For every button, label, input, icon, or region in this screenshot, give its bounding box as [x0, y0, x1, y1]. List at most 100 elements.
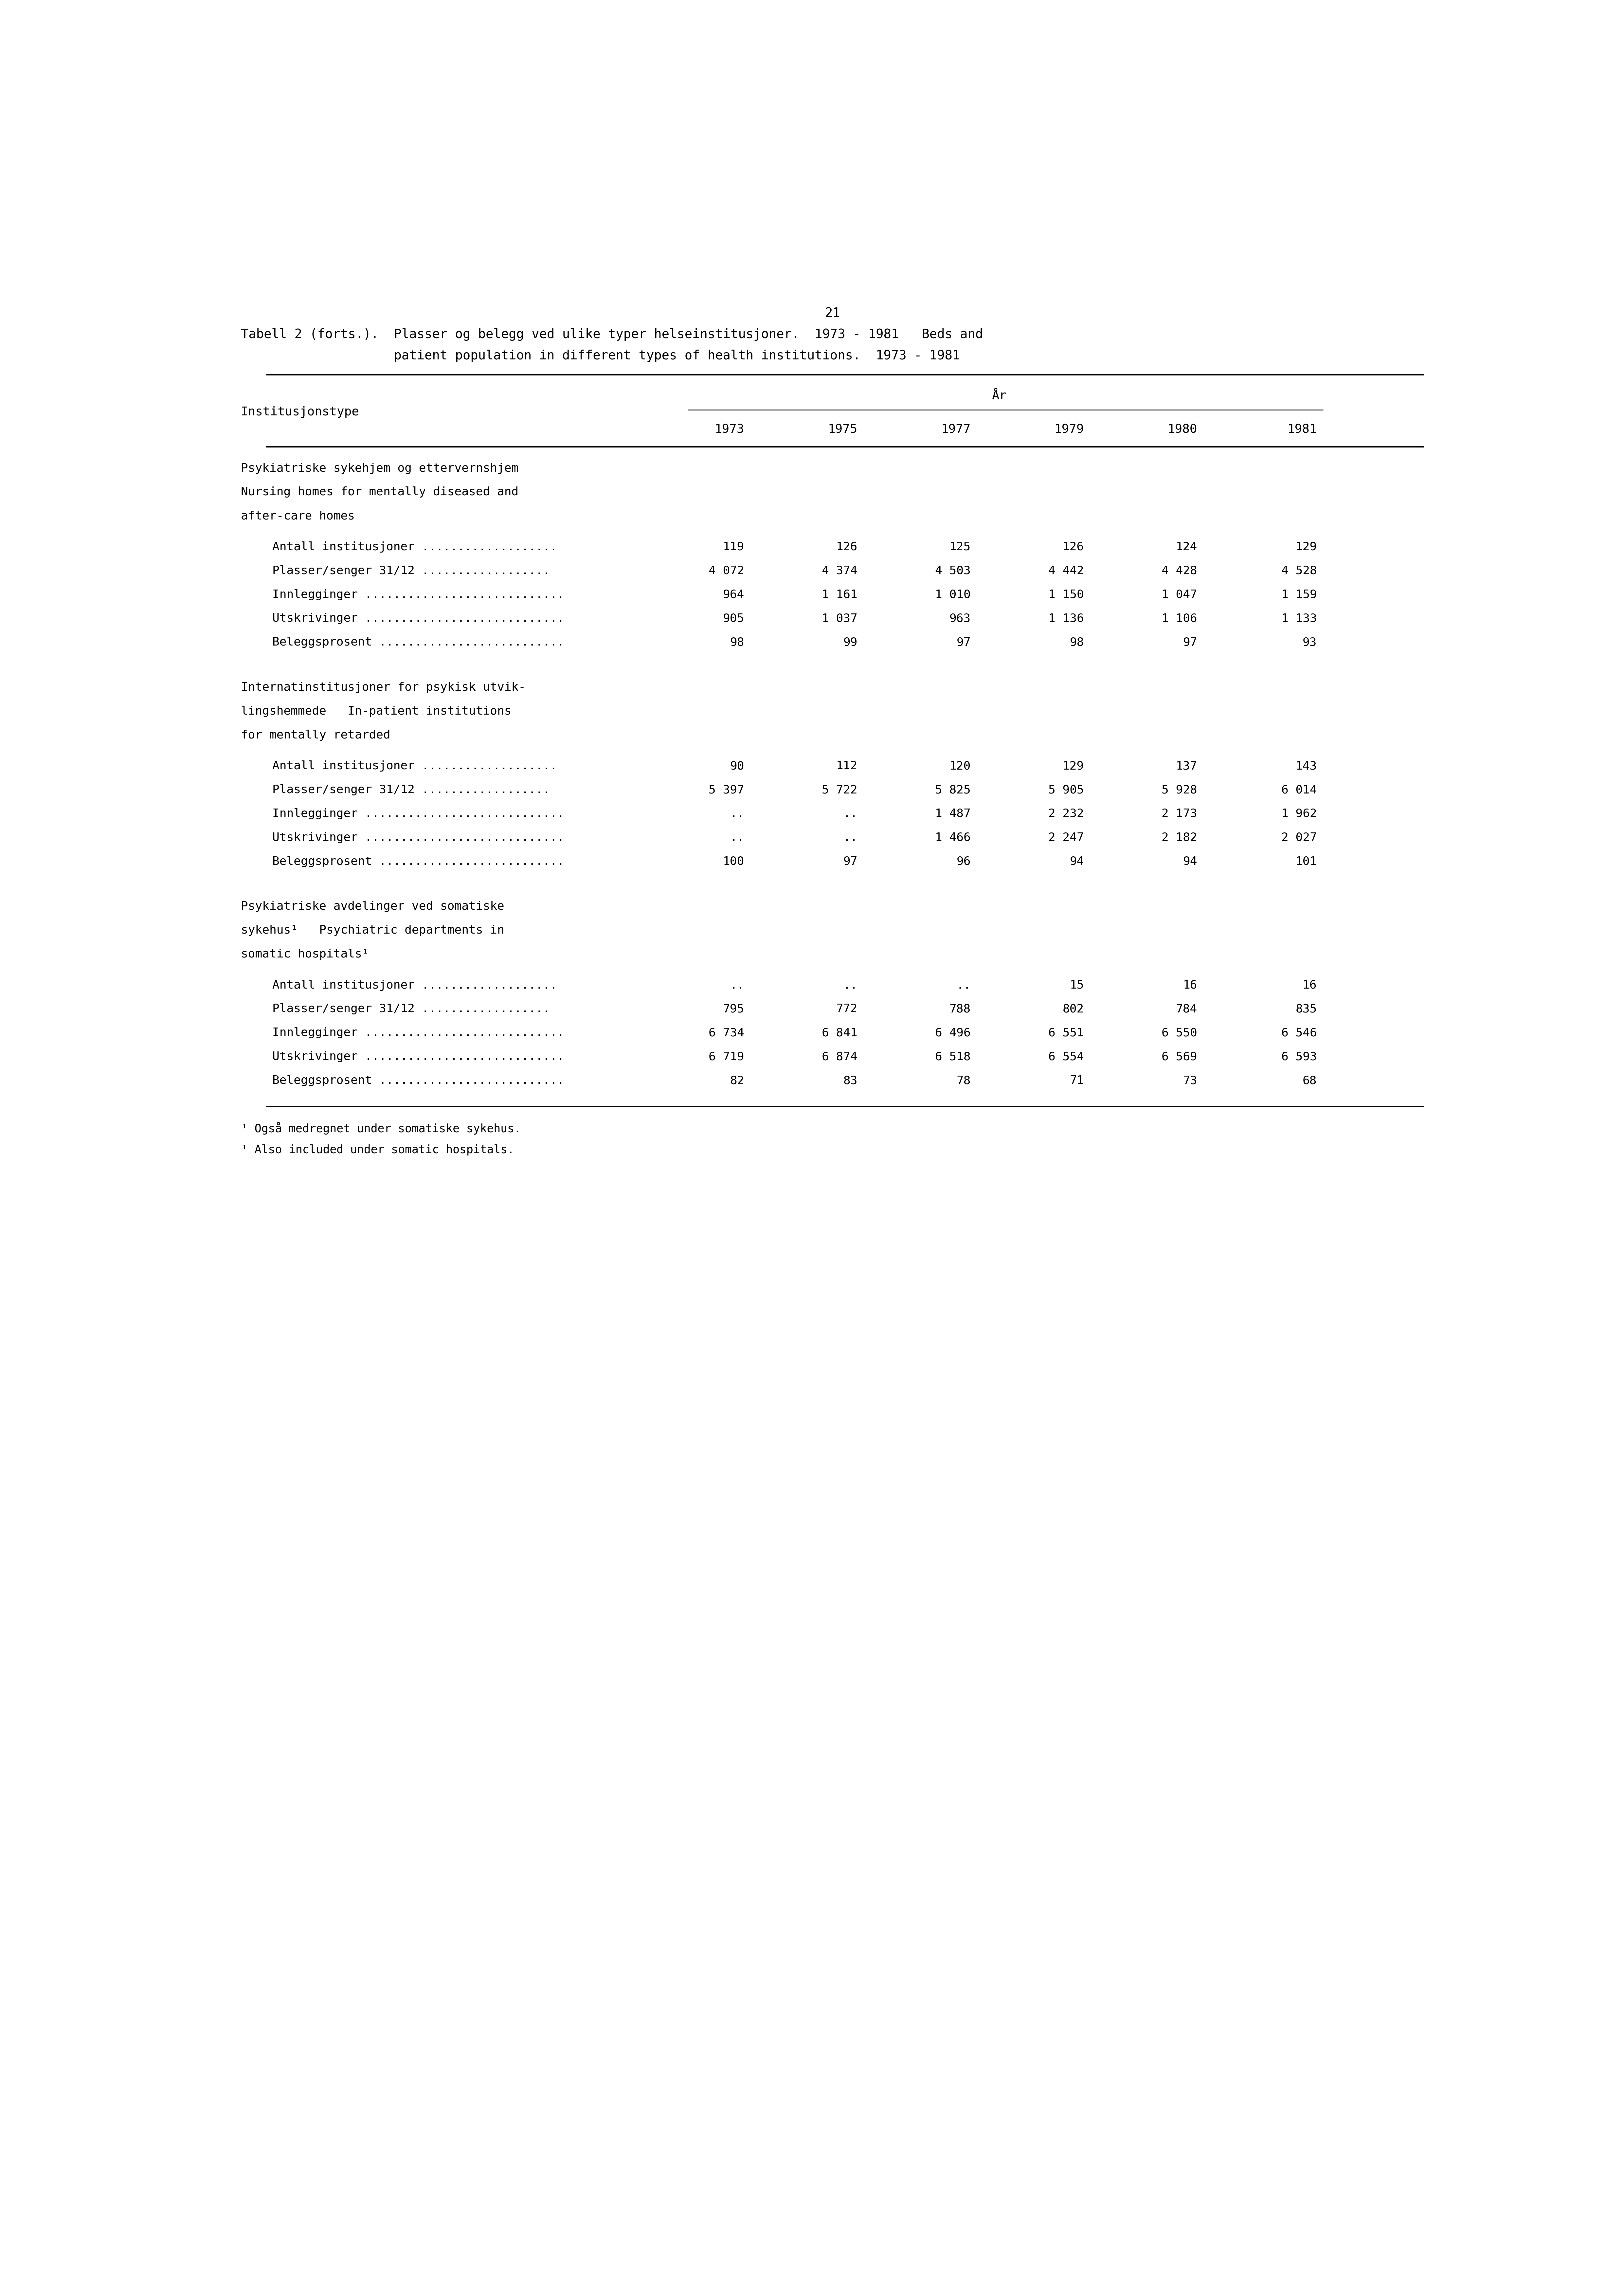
Text: Plasser/senger 31/12 ..................: Plasser/senger 31/12 ..................: [273, 1003, 551, 1014]
Text: somatic hospitals¹: somatic hospitals¹: [240, 948, 369, 959]
Text: 5 825: 5 825: [935, 785, 971, 796]
Text: 802: 802: [1062, 1003, 1085, 1014]
Text: 137: 137: [1176, 760, 1197, 771]
Text: 97: 97: [843, 856, 857, 868]
Text: 94: 94: [1070, 856, 1085, 868]
Text: 119: 119: [723, 542, 744, 553]
Text: 4 528: 4 528: [1281, 565, 1317, 576]
Text: Beleggsprosent ..........................: Beleggsprosent .........................…: [273, 856, 564, 868]
Text: 6 496: 6 496: [935, 1028, 971, 1037]
Text: ..: ..: [729, 833, 744, 842]
Text: 129: 129: [1296, 542, 1317, 553]
Text: Utskrivinger ............................: Utskrivinger ...........................…: [273, 1051, 564, 1063]
Text: Psykiatriske sykehjem og ettervernshjem: Psykiatriske sykehjem og ettervernshjem: [240, 464, 518, 473]
Text: 2 182: 2 182: [1161, 833, 1197, 842]
Text: Utskrivinger ............................: Utskrivinger ...........................…: [273, 613, 564, 624]
Text: 6 014: 6 014: [1281, 785, 1317, 796]
Text: 2 173: 2 173: [1161, 808, 1197, 819]
Text: Antall institusjoner ...................: Antall institusjoner ...................: [273, 760, 557, 771]
Text: 835: 835: [1296, 1003, 1317, 1014]
Text: 124: 124: [1176, 542, 1197, 553]
Text: 90: 90: [729, 760, 744, 771]
Text: 1 037: 1 037: [822, 613, 857, 624]
Text: 6 569: 6 569: [1161, 1051, 1197, 1063]
Text: ..: ..: [843, 980, 857, 991]
Text: 4 503: 4 503: [935, 565, 971, 576]
Text: 98: 98: [1070, 636, 1085, 647]
Text: År: År: [992, 390, 1007, 402]
Text: 83: 83: [843, 1074, 857, 1086]
Text: 1 466: 1 466: [935, 833, 971, 842]
Text: Internatinstitusjoner for psykisk utvik-: Internatinstitusjoner for psykisk utvik-: [240, 682, 526, 693]
Text: ..: ..: [957, 980, 971, 991]
Text: 126: 126: [836, 542, 857, 553]
Text: 1 133: 1 133: [1281, 613, 1317, 624]
Text: 82: 82: [729, 1074, 744, 1086]
Text: 120: 120: [950, 760, 971, 771]
Text: ..: ..: [729, 808, 744, 819]
Text: 96: 96: [957, 856, 971, 868]
Text: Utskrivinger ............................: Utskrivinger ...........................…: [273, 833, 564, 842]
Text: 1 962: 1 962: [1281, 808, 1317, 819]
Text: lingshemmede   In-patient institutions: lingshemmede In-patient institutions: [240, 705, 512, 716]
Text: Innlegginger ............................: Innlegginger ...........................…: [273, 808, 564, 819]
Text: 97: 97: [957, 636, 971, 647]
Text: 795: 795: [723, 1003, 744, 1014]
Text: 125: 125: [950, 542, 971, 553]
Text: 5 722: 5 722: [822, 785, 857, 796]
Text: 16: 16: [1302, 980, 1317, 991]
Text: Nursing homes for mentally diseased and: Nursing homes for mentally diseased and: [240, 487, 518, 498]
Text: 1 106: 1 106: [1161, 613, 1197, 624]
Text: Antall institusjoner ...................: Antall institusjoner ...................: [273, 980, 557, 991]
Text: 16: 16: [1182, 980, 1197, 991]
Text: 99: 99: [843, 636, 857, 647]
Text: 1973: 1973: [715, 425, 744, 436]
Text: 2 232: 2 232: [1049, 808, 1085, 819]
Text: 963: 963: [950, 613, 971, 624]
Text: 788: 788: [950, 1003, 971, 1014]
Text: 2 027: 2 027: [1281, 833, 1317, 842]
Text: 6 719: 6 719: [708, 1051, 744, 1063]
Text: Psykiatriske avdelinger ved somatiske: Psykiatriske avdelinger ved somatiske: [240, 902, 503, 911]
Text: Tabell 2 (forts.).  Plasser og belegg ved ulike typer helseinstitusjoner.  1973 : Tabell 2 (forts.). Plasser og belegg ved…: [240, 328, 983, 342]
Text: 6 874: 6 874: [822, 1051, 857, 1063]
Text: 4 428: 4 428: [1161, 565, 1197, 576]
Text: 772: 772: [836, 1003, 857, 1014]
Text: ..: ..: [729, 980, 744, 991]
Text: 1979: 1979: [1054, 425, 1085, 436]
Text: 905: 905: [723, 613, 744, 624]
Text: 1977: 1977: [942, 425, 971, 436]
Text: 1 161: 1 161: [822, 590, 857, 601]
Text: 5 928: 5 928: [1161, 785, 1197, 796]
Text: 1 047: 1 047: [1161, 590, 1197, 601]
Text: 1980: 1980: [1168, 425, 1197, 436]
Text: 6 551: 6 551: [1049, 1028, 1085, 1037]
Text: 784: 784: [1176, 1003, 1197, 1014]
Text: 4 374: 4 374: [822, 565, 857, 576]
Text: 1981: 1981: [1288, 425, 1317, 436]
Text: 112: 112: [836, 760, 857, 771]
Text: 1 159: 1 159: [1281, 590, 1317, 601]
Text: 78: 78: [957, 1074, 971, 1086]
Text: patient population in different types of health institutions.  1973 - 1981: patient population in different types of…: [240, 349, 960, 363]
Text: 94: 94: [1182, 856, 1197, 868]
Text: 1 136: 1 136: [1049, 613, 1085, 624]
Text: Institusjonstype: Institusjonstype: [240, 406, 359, 418]
Text: Plasser/senger 31/12 ..................: Plasser/senger 31/12 ..................: [273, 785, 551, 796]
Text: 6 518: 6 518: [935, 1051, 971, 1063]
Text: 5 397: 5 397: [708, 785, 744, 796]
Text: 1975: 1975: [828, 425, 857, 436]
Text: ¹ Also included under somatic hospitals.: ¹ Also included under somatic hospitals.: [240, 1145, 515, 1157]
Text: 1 150: 1 150: [1049, 590, 1085, 601]
Text: 101: 101: [1296, 856, 1317, 868]
Text: 6 550: 6 550: [1161, 1028, 1197, 1037]
Text: 6 593: 6 593: [1281, 1051, 1317, 1063]
Text: ¹ Også medregnet under somatiske sykehus.: ¹ Også medregnet under somatiske sykehus…: [240, 1122, 521, 1134]
Text: 4 442: 4 442: [1049, 565, 1085, 576]
Text: 93: 93: [1302, 636, 1317, 647]
Text: 73: 73: [1182, 1074, 1197, 1086]
Text: 6 546: 6 546: [1281, 1028, 1317, 1037]
Text: sykehus¹   Psychiatric departments in: sykehus¹ Psychiatric departments in: [240, 925, 503, 936]
Text: 964: 964: [723, 590, 744, 601]
Text: Innlegginger ............................: Innlegginger ...........................…: [273, 1028, 564, 1037]
